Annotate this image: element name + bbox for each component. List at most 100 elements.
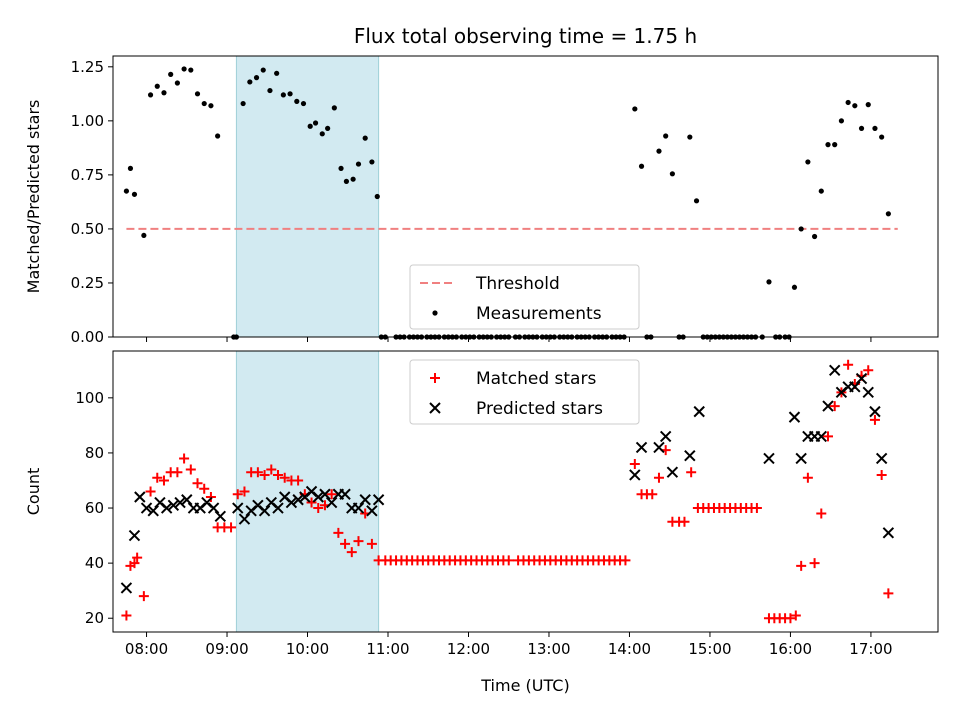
y-tick-label: 60 [85, 499, 104, 517]
data-point [127, 165, 134, 171]
data-point [823, 431, 833, 442]
data-point [326, 489, 337, 500]
chart-title: Flux total observing time = 1.75 h [354, 24, 697, 48]
shaded-span [235, 55, 380, 338]
x-tick-label: 09:00 [205, 640, 248, 658]
data-point [828, 364, 841, 376]
data-point [160, 502, 173, 514]
data-point [232, 502, 244, 514]
x-tick-label: 08:00 [125, 640, 168, 658]
data-point [294, 98, 300, 104]
data-point [279, 472, 290, 483]
y-tick-label: 40 [85, 554, 104, 572]
data-point [638, 163, 645, 169]
data-point [319, 488, 331, 500]
data-point [816, 508, 827, 519]
data-point [141, 232, 147, 239]
data-point [763, 452, 775, 465]
data-point [629, 458, 640, 469]
data-point [181, 66, 187, 72]
data-point [503, 555, 514, 566]
data-point [629, 469, 641, 481]
data-point [374, 193, 380, 200]
data-point [796, 560, 807, 571]
data-point [653, 472, 664, 483]
legend-box [409, 359, 640, 425]
data-point [201, 100, 207, 107]
data-point [272, 502, 284, 514]
data-point [167, 499, 180, 511]
y-tick-label: 1.25 [71, 58, 104, 76]
data-point [285, 496, 298, 509]
data-point [208, 103, 214, 109]
data-point [293, 475, 304, 486]
data-point [751, 503, 762, 514]
data-point [287, 91, 293, 97]
data-point [869, 405, 881, 418]
data-point [647, 489, 658, 500]
shaded-span [235, 350, 380, 633]
data-point [659, 430, 672, 443]
y-tick-label: 20 [85, 609, 104, 627]
data-point [266, 464, 277, 475]
data-point [267, 87, 273, 94]
data-point [147, 92, 154, 98]
legend-label: Predicted stars [476, 399, 603, 419]
data-point [790, 610, 801, 621]
data-point [300, 100, 307, 107]
data-point [632, 106, 638, 112]
y-tick-label: 0.75 [71, 166, 104, 184]
y-tick-label: 1.00 [71, 112, 104, 130]
data-point [766, 279, 772, 285]
data-point [865, 102, 871, 108]
data-point [325, 125, 331, 132]
data-point [179, 453, 190, 464]
data-point [274, 70, 280, 76]
data-point [131, 191, 138, 197]
legend: Threshold Measurements [409, 264, 640, 330]
x-tick-label: 17:00 [849, 640, 892, 658]
data-point [843, 359, 854, 370]
data-point [876, 469, 887, 480]
data-point [168, 71, 174, 77]
data-point [226, 522, 237, 533]
data-point [181, 494, 193, 506]
data-point [359, 494, 371, 506]
y-tick-label: 0.25 [71, 274, 104, 292]
data-point [679, 516, 690, 527]
data-point [872, 125, 878, 132]
legend-label: Measurements [476, 304, 602, 324]
y-axis-label: Count [24, 468, 43, 516]
axes-frame [112, 350, 939, 633]
data-point [292, 494, 304, 506]
data-point [825, 142, 831, 148]
y-tick-label: 100 [75, 389, 104, 407]
data-point [863, 365, 874, 376]
data-point [340, 538, 351, 549]
data-point [174, 80, 180, 86]
data-point [306, 497, 317, 508]
data-point [138, 591, 149, 602]
data-point [240, 100, 246, 107]
data-point [802, 472, 813, 483]
data-point [353, 536, 364, 547]
data-point [858, 125, 865, 132]
data-point [172, 467, 183, 478]
data-point [822, 400, 834, 412]
data-point [121, 610, 132, 621]
data-point [366, 505, 378, 517]
data-point [339, 488, 351, 500]
legend-label: Threshold [475, 274, 560, 294]
data-point [333, 527, 344, 538]
data-point [325, 496, 338, 509]
legend-swatch-plus [430, 373, 440, 383]
data-point [313, 503, 324, 514]
data-point [656, 148, 662, 154]
data-point [879, 134, 885, 140]
data-point [307, 123, 313, 129]
data-point [259, 469, 270, 480]
data-point [369, 159, 375, 165]
data-point [355, 161, 362, 167]
data-point [154, 83, 160, 89]
